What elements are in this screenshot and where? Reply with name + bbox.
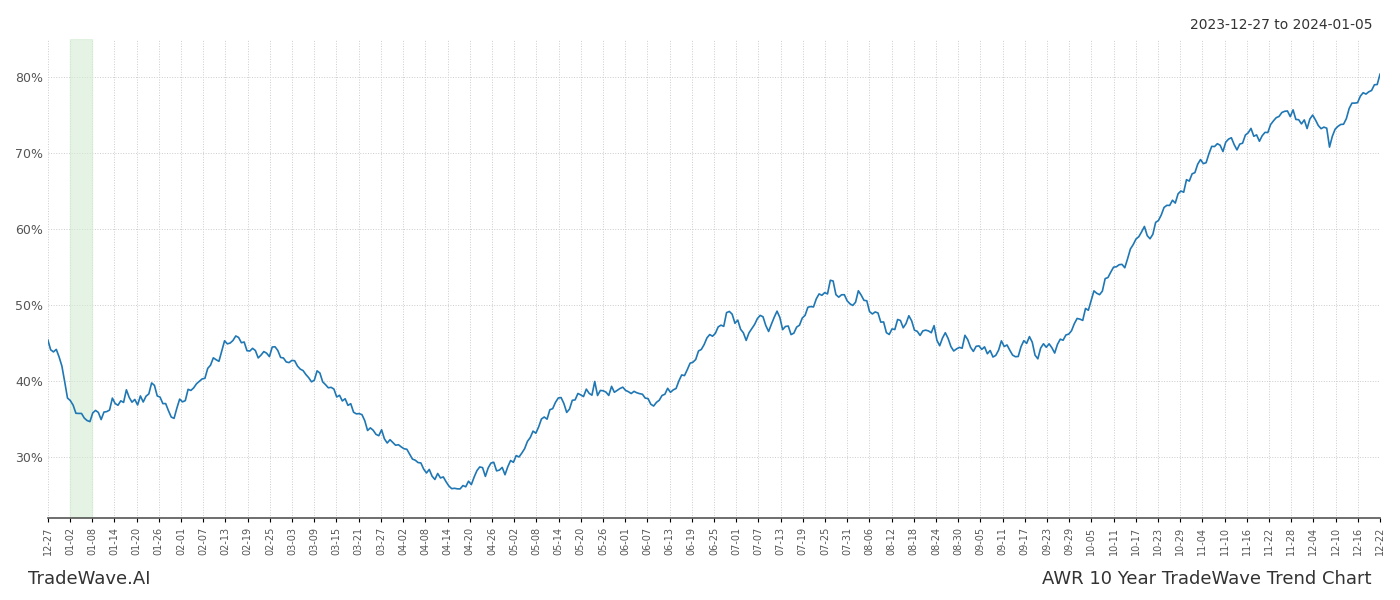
- Text: 2023-12-27 to 2024-01-05: 2023-12-27 to 2024-01-05: [1190, 18, 1372, 32]
- Bar: [70, 39, 92, 518]
- Text: AWR 10 Year TradeWave Trend Chart: AWR 10 Year TradeWave Trend Chart: [1043, 570, 1372, 588]
- Text: TradeWave.AI: TradeWave.AI: [28, 570, 151, 588]
